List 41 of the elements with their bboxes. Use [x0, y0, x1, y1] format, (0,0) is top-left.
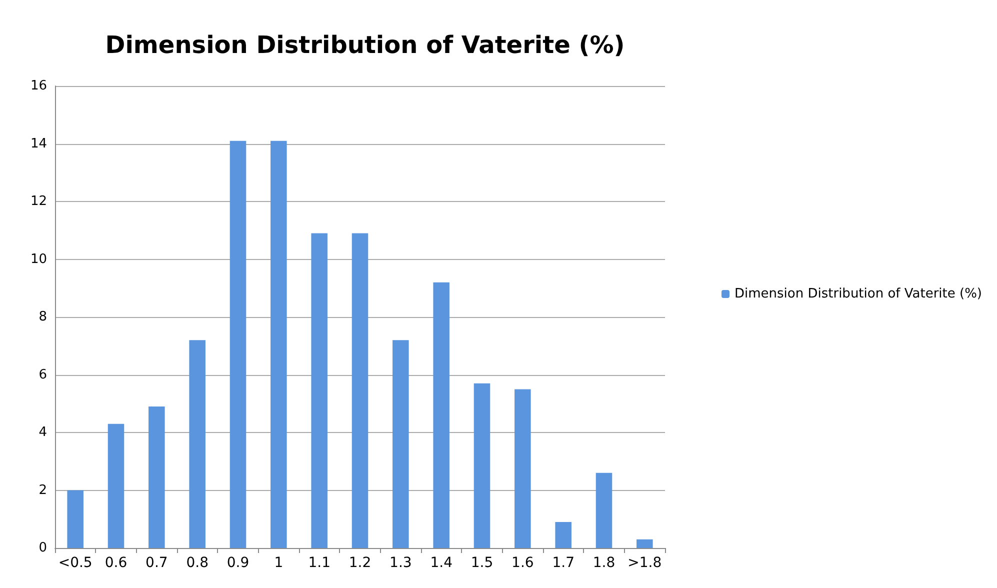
y-tick-label: 14 — [30, 136, 47, 152]
bar — [270, 140, 287, 548]
y-tick-label: 4 — [38, 425, 47, 440]
y-tick-label: 16 — [30, 78, 47, 94]
bar — [189, 340, 206, 548]
chart-title: Dimension Distribution of Vaterite (%) — [105, 31, 625, 59]
y-tick-label: 10 — [30, 252, 47, 267]
x-tick-label: 1.3 — [390, 555, 412, 571]
y-tick-label: 8 — [38, 310, 47, 324]
x-tick-label: 1.8 — [592, 555, 616, 571]
bar — [514, 389, 531, 548]
x-tick-label: 1.7 — [552, 555, 574, 571]
x-tick-label: 0.7 — [146, 555, 168, 571]
bar — [596, 472, 612, 548]
y-tick-label: 2 — [38, 482, 47, 498]
bar — [555, 522, 572, 548]
bar — [636, 539, 653, 548]
legend-label: Dimension Distribution of Vaterite (%) — [734, 286, 982, 302]
y-tick-label: 12 — [30, 194, 47, 209]
x-tick-label: <0.5 — [58, 555, 92, 571]
bar — [108, 424, 124, 548]
x-tick-label: 1.4 — [430, 555, 453, 571]
bar — [352, 233, 368, 548]
bar — [433, 282, 450, 548]
bar — [474, 383, 490, 548]
x-tick-label: 0.6 — [104, 555, 128, 571]
bar — [392, 340, 409, 548]
x-tick-label: 1 — [274, 555, 284, 571]
y-tick-label: 6 — [38, 367, 47, 382]
y-tick-label: 0 — [38, 540, 47, 556]
bar — [67, 490, 84, 548]
bar — [148, 406, 165, 548]
bar — [230, 140, 246, 548]
x-tick-label: 1.5 — [470, 555, 494, 571]
x-tick-label: 0.9 — [226, 555, 250, 571]
x-tick-label: >1.8 — [628, 555, 662, 571]
x-tick-label: 1.6 — [512, 555, 534, 571]
bar — [311, 233, 328, 548]
x-tick-label: 1.1 — [308, 555, 330, 571]
x-tick-label: 1.2 — [348, 555, 372, 571]
x-tick-label: 0.8 — [186, 555, 208, 571]
